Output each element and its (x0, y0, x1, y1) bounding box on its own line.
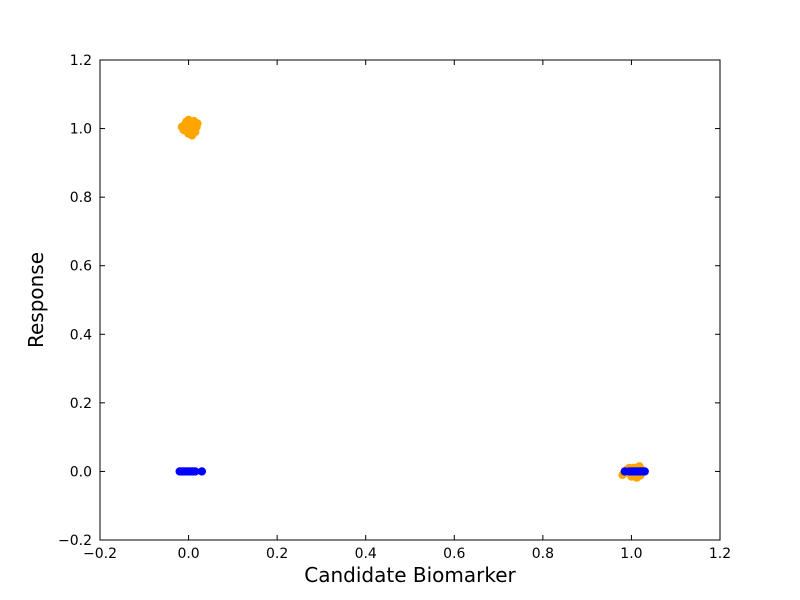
y-tick-label: 1.2 (70, 53, 92, 69)
data-point-series-1 (179, 125, 188, 134)
y-tick-label: −0.2 (58, 533, 92, 549)
ticks-layer: −0.2 0.0 0.2 0.4 0.6 0.8 1.0 1.2 −0.2 0.0 0.2 0.4 0.… (58, 53, 731, 562)
points-layer (175, 115, 649, 482)
data-point-series-1 (185, 126, 195, 136)
y-tick-label: 0.2 (70, 396, 92, 412)
y-tick-label: 0.0 (70, 464, 92, 480)
x-axis-title: Candidate Biomarker (304, 563, 516, 587)
data-point-series-2 (191, 467, 200, 476)
x-tick-label: 1.2 (709, 546, 731, 562)
y-tick-label: 0.8 (70, 190, 92, 206)
plot-frame (99, 59, 721, 541)
y-tick-label: 0.4 (70, 327, 92, 343)
x-tick-label: 0.6 (443, 546, 465, 562)
x-tick-label: 0.0 (177, 546, 199, 562)
y-tick-label: 1.0 (70, 122, 92, 138)
x-tick-label: 0.8 (532, 546, 554, 562)
x-tick-label: 0.2 (266, 546, 288, 562)
y-tick-label: 0.6 (70, 259, 92, 275)
data-point-series-2 (640, 467, 649, 476)
data-point-series-1 (189, 116, 199, 126)
x-tick-label: −0.2 (83, 546, 117, 562)
data-point-series-2 (197, 467, 207, 476)
x-tick-label: 1.0 (620, 546, 642, 562)
y-axis-title: Response (24, 252, 48, 348)
x-tick-label: 0.4 (355, 546, 377, 562)
